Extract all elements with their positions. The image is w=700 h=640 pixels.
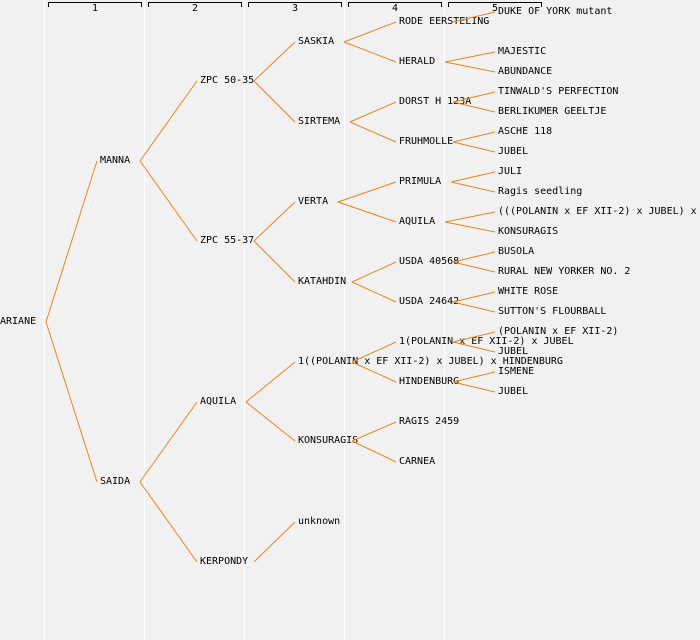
pedigree-node-abundance[interactable]: ABUNDANCE (498, 66, 553, 77)
pedigree-node-zpc-55-37[interactable]: ZPC 55-37 (200, 235, 255, 246)
generation-ruler-segment-5: 5 (448, 2, 542, 14)
pedigree-node-cross-truncated[interactable]: (((POLANIN x EF XII-2) x JUBEL) x (498, 206, 697, 217)
pedigree-node-hindenburg[interactable]: HINDENBURG (399, 376, 460, 387)
pedigree-node-busola[interactable]: BUSOLA (498, 246, 535, 257)
pedigree-node-jubel-2[interactable]: JUBEL (498, 346, 529, 357)
pedigree-node-white-rose[interactable]: WHITE ROSE (498, 286, 559, 297)
generation-number-5: 5 (491, 3, 499, 14)
pedigree-node-primula[interactable]: PRIMULA (399, 176, 442, 187)
pedigree-node-majestic[interactable]: MAJESTIC (498, 46, 547, 57)
pedigree-node-carnea[interactable]: CARNEA (399, 456, 436, 467)
column-gridline (344, 0, 345, 640)
pedigree-node-jubel-1[interactable]: JUBEL (498, 146, 529, 157)
generation-number-2: 2 (191, 3, 199, 14)
column-gridline (244, 0, 245, 640)
pedigree-node-aquila-g4[interactable]: AQUILA (399, 216, 436, 227)
generation-ruler-segment-4: 4 (348, 2, 442, 14)
pedigree-node-saskia[interactable]: SASKIA (298, 36, 335, 47)
pedigree-node-ragis-seedling[interactable]: Ragis seedling (498, 186, 583, 197)
pedigree-node-manna[interactable]: MANNA (100, 155, 131, 166)
pedigree-node-aquila-g2[interactable]: AQUILA (200, 396, 237, 407)
pedigree-node-katahdin[interactable]: KATAHDIN (298, 276, 347, 287)
generation-ruler-segment-1: 1 (48, 2, 142, 14)
pedigree-node-ariane[interactable]: ARIANE (0, 316, 37, 327)
pedigree-node-asche-118[interactable]: ASCHE 118 (498, 126, 553, 137)
column-gridline (444, 0, 445, 640)
pedigree-node-rode-eersteling[interactable]: RODE EERSTELING (399, 16, 490, 27)
pedigree-node-konsuragis-g3[interactable]: KONSURAGIS (298, 435, 359, 446)
column-gridline (144, 0, 145, 640)
pedigree-node-usda-40568[interactable]: USDA 40568 (399, 256, 460, 267)
pedigree-node-herald[interactable]: HERALD (399, 56, 436, 67)
pedigree-node-usda-24642[interactable]: USDA 24642 (399, 296, 460, 307)
pedigree-node-suttons-flourball[interactable]: SUTTON'S FLOURBALL (498, 306, 607, 317)
pedigree-node-duke-of-york[interactable]: DUKE OF YORK mutant (498, 6, 613, 17)
pedigree-node-konsuragis-g5[interactable]: KONSURAGIS (498, 226, 559, 237)
pedigree-node-dorst-h-123a[interactable]: DORST H 123A (399, 96, 472, 107)
pedigree-node-unknown[interactable]: unknown (298, 516, 341, 527)
pedigree-node-saida[interactable]: SAIDA (100, 476, 131, 487)
pedigree-node-ismene[interactable]: ISMENE (498, 366, 535, 377)
pedigree-node-kerpondy[interactable]: KERPONDY (200, 556, 249, 567)
pedigree-node-fruhmolle[interactable]: FRUHMOLLE (399, 136, 454, 147)
pedigree-node-verta[interactable]: VERTA (298, 196, 329, 207)
pedigree-node-rural-new-yorker[interactable]: RURAL NEW YORKER NO. 2 (498, 266, 631, 277)
generation-number-3: 3 (291, 3, 299, 14)
generation-ruler-segment-2: 2 (148, 2, 242, 14)
pedigree-node-ragis-2459[interactable]: RAGIS 2459 (399, 416, 460, 427)
pedigree-node-cross-hindenburg[interactable]: 1((POLANIN x EF XII-2) x JUBEL) x HINDEN… (298, 356, 563, 367)
pedigree-node-juli[interactable]: JULI (498, 166, 523, 177)
pedigree-node-sirtema[interactable]: SIRTEMA (298, 116, 341, 127)
generation-number-4: 4 (391, 3, 399, 14)
column-gridline (44, 0, 45, 640)
pedigree-node-polanin-ef-xii-2[interactable]: (POLANIN x EF XII-2) (498, 326, 619, 337)
pedigree-node-zpc-50-35[interactable]: ZPC 50-35 (200, 75, 255, 86)
pedigree-node-tinwalds[interactable]: TINWALD'S PERFECTION (498, 86, 619, 97)
pedigree-node-berlikumer[interactable]: BERLIKUMER GEELTJE (498, 106, 607, 117)
pedigree-node-jubel-3[interactable]: JUBEL (498, 386, 529, 397)
generation-ruler-segment-3: 3 (248, 2, 342, 14)
generation-number-1: 1 (91, 3, 99, 14)
